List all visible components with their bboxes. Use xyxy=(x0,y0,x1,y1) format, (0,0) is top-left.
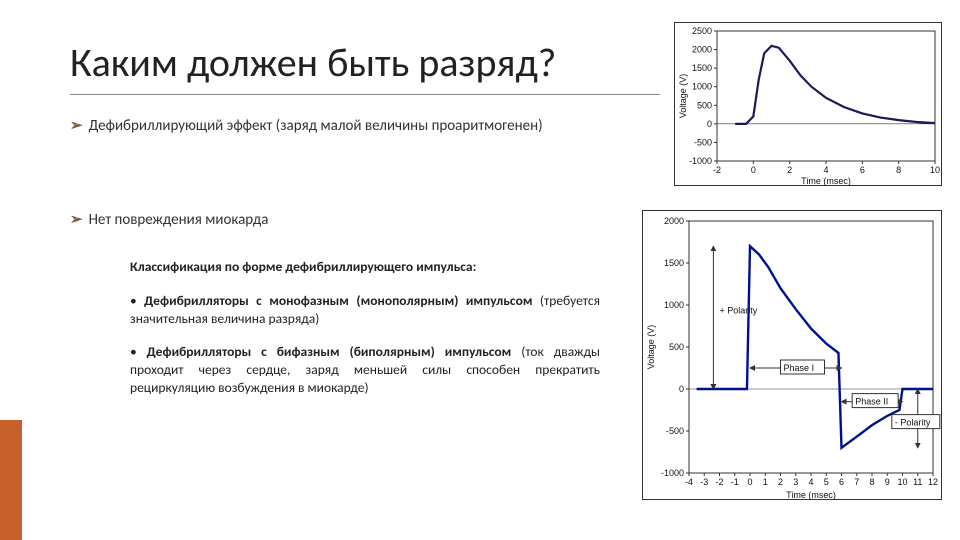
svg-text:1000: 1000 xyxy=(664,300,684,310)
svg-text:-4: -4 xyxy=(685,477,693,487)
svg-text:1: 1 xyxy=(763,477,768,487)
svg-text:2500: 2500 xyxy=(692,26,712,36)
svg-text:7: 7 xyxy=(854,477,859,487)
svg-text:-500: -500 xyxy=(666,426,684,436)
svg-text:Time (msec): Time (msec) xyxy=(801,176,851,186)
svg-text:10: 10 xyxy=(897,477,907,487)
svg-text:9: 9 xyxy=(885,477,890,487)
p2-lead: Дефибрилляторы с бифазным (биполярным) и… xyxy=(147,343,512,360)
svg-text:-1: -1 xyxy=(731,477,739,487)
svg-text:4: 4 xyxy=(823,165,828,175)
chart1-svg: -1000 -500 0 500 1000 1500 2000 2500 -2 0 2 4 6 8 10 Ti… xyxy=(675,23,943,187)
svg-text:Phase I: Phase I xyxy=(784,363,815,373)
accent-bar xyxy=(0,420,22,540)
svg-text:-3: -3 xyxy=(700,477,708,487)
svg-text:0: 0 xyxy=(679,384,684,394)
svg-text:-500: -500 xyxy=(694,137,712,147)
svg-text:- Polarity: - Polarity xyxy=(895,418,931,428)
svg-text:6: 6 xyxy=(860,165,865,175)
svg-text:3: 3 xyxy=(793,477,798,487)
monophasic-waveform-chart: -1000 -500 0 500 1000 1500 2000 2500 -2 0 2 4 6 8 10 Ti… xyxy=(674,22,942,186)
svg-text:-1000: -1000 xyxy=(689,156,712,166)
svg-text:8: 8 xyxy=(896,165,901,175)
svg-text:10: 10 xyxy=(930,165,940,175)
svg-text:4: 4 xyxy=(808,477,813,487)
svg-text:0: 0 xyxy=(747,477,752,487)
svg-text:1000: 1000 xyxy=(692,82,712,92)
title-underline xyxy=(70,94,660,95)
svg-text:+ Polarity: + Polarity xyxy=(720,305,758,315)
svg-text:2: 2 xyxy=(787,165,792,175)
svg-text:500: 500 xyxy=(697,100,712,110)
svg-text:-2: -2 xyxy=(715,477,723,487)
svg-text:Voltage (V): Voltage (V) xyxy=(678,74,688,119)
svg-text:2000: 2000 xyxy=(692,45,712,55)
bullet-2: ➢ Нет повреждения миокарда xyxy=(70,210,268,229)
page-title: Каким должен быть разряд? xyxy=(70,38,556,87)
classification-heading: Классификация по форме дефибриллирующего… xyxy=(130,258,600,276)
svg-text:Voltage (V): Voltage (V) xyxy=(646,325,656,370)
slide: Каким должен быть разряд? ➢ Дефибриллирую… xyxy=(0,0,960,540)
chevron-right-icon: ➢ xyxy=(70,211,83,229)
bullet-2-text: Нет повреждения миокарда xyxy=(89,211,269,229)
svg-text:-2: -2 xyxy=(713,165,721,175)
biphasic-waveform-chart: -1000-5000500100015002000-4-3-2-10123456… xyxy=(642,210,942,500)
svg-text:8: 8 xyxy=(869,477,874,487)
svg-text:1500: 1500 xyxy=(692,63,712,73)
svg-text:2000: 2000 xyxy=(664,216,684,226)
svg-text:500: 500 xyxy=(669,342,684,352)
bullet-1: ➢ Дефибриллирующий эффект (заряд малой ве… xyxy=(70,116,543,135)
svg-text:Time (msec): Time (msec) xyxy=(786,490,836,500)
p1-lead: Дефибрилляторы с монофазным (монополярны… xyxy=(144,292,532,309)
bullet-1-text: Дефибриллирующий эффект (заряд малой вел… xyxy=(89,117,543,135)
svg-text:11: 11 xyxy=(913,477,922,487)
svg-text:0: 0 xyxy=(751,165,756,175)
svg-text:6: 6 xyxy=(839,477,844,487)
svg-text:5: 5 xyxy=(824,477,829,487)
svg-text:Phase II: Phase II xyxy=(855,397,888,407)
chart2-svg: -1000-5000500100015002000-4-3-2-10123456… xyxy=(643,211,943,501)
body-text: Классификация по форме дефибриллирующего… xyxy=(130,258,600,411)
svg-text:2: 2 xyxy=(778,477,783,487)
svg-text:12: 12 xyxy=(928,477,938,487)
paragraph-monophasic: • Дефибрилляторы с монофазным (монополяр… xyxy=(130,292,600,328)
paragraph-biphasic: • Дефибрилляторы с бифазным (биполярным)… xyxy=(130,343,600,398)
svg-text:1500: 1500 xyxy=(664,258,684,268)
svg-text:0: 0 xyxy=(707,119,712,129)
svg-text:-1000: -1000 xyxy=(661,468,684,478)
chevron-right-icon: ➢ xyxy=(70,117,83,135)
